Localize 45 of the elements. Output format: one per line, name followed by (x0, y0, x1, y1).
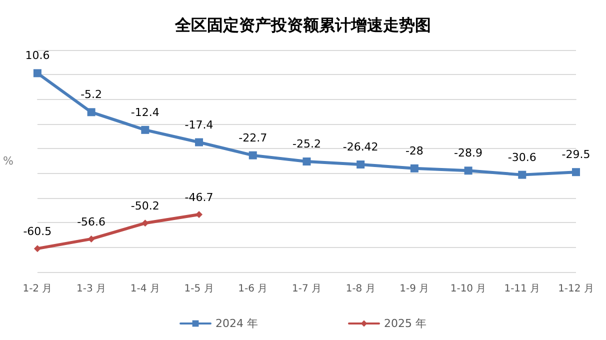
point (464, 166, 472, 175)
legend-label: 2025 年 (384, 317, 426, 330)
data-label: -26.42 (342, 140, 378, 154)
x-tick-label: 1-11 月 (504, 284, 540, 294)
point (88, 235, 95, 242)
x-tick-label: 1-8 月 (346, 284, 376, 294)
x-tick-label: 1-4 月 (130, 284, 160, 294)
data-label: -50.2 (130, 200, 160, 213)
x-tick-label: 1-7 月 (292, 284, 322, 294)
data-label: -56.6 (77, 215, 106, 228)
point (410, 164, 418, 172)
point (141, 126, 150, 134)
point (518, 170, 526, 179)
data-label: -12.4 (130, 106, 160, 119)
data-label: -30.6 (508, 150, 536, 164)
chart-title: 全区固定资产投资额累计增速走势图 (174, 16, 431, 34)
x-tick-label: 1-2 月 (22, 284, 52, 294)
data-label: -28.9 (454, 146, 483, 160)
data-label: -46.7 (184, 191, 214, 204)
x-tick-label: 1-5 月 (184, 284, 214, 294)
point (302, 157, 311, 166)
point (248, 151, 257, 160)
x-tick-label: 1-6 月 (238, 284, 268, 294)
data-label: -25.2 (292, 137, 321, 150)
data-label: -60.5 (23, 225, 52, 238)
point (34, 245, 41, 252)
data-label: -22.7 (238, 131, 268, 144)
x-tick-label: 1-10 月 (450, 284, 486, 294)
x-tick-label: 1-9 月 (400, 284, 430, 294)
y-axis-title: % (3, 154, 14, 168)
point (356, 160, 365, 169)
legend-label: 2024 年 (216, 317, 258, 330)
point (87, 108, 96, 116)
data-label: 10.6 (25, 49, 50, 62)
x-tick-label: 1-12 月 (558, 284, 594, 294)
data-label: -29.5 (562, 148, 590, 162)
point (196, 211, 203, 218)
point (195, 138, 204, 146)
point (33, 69, 42, 78)
point (142, 220, 149, 227)
point (572, 168, 580, 176)
x-tick-label: 1-3 月 (76, 284, 106, 294)
data-label: -5.2 (80, 88, 102, 102)
data-label: -28 (405, 144, 424, 158)
data-label: -17.4 (184, 118, 214, 132)
